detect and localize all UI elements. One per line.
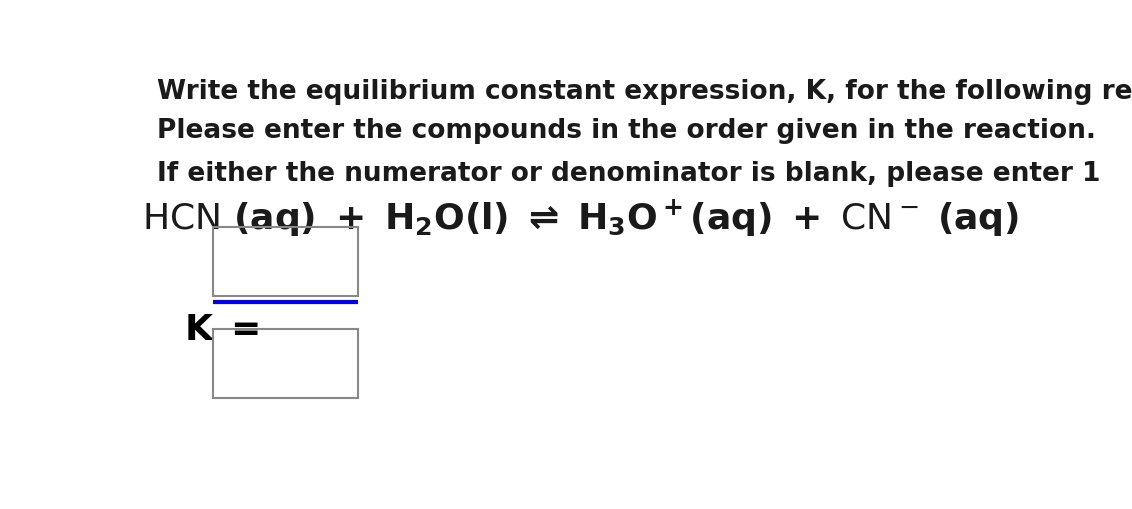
Bar xyxy=(214,228,358,296)
Text: Please enter the compounds in the order given in the reaction.: Please enter the compounds in the order … xyxy=(157,118,1096,144)
Text: If either the numerator or denominator is blank, please enter 1: If either the numerator or denominator i… xyxy=(157,161,1100,187)
Text: $\mathbf{K\ =}$: $\mathbf{K\ =}$ xyxy=(183,313,259,347)
Text: $\mathrm{HCN}$$\mathbf{\ (aq)\ +\ H_2O(l)\ }$$\mathbf{\rightleftharpoons}$$\math: $\mathrm{HCN}$$\mathbf{\ (aq)\ +\ H_2O(l… xyxy=(142,197,1019,239)
Bar xyxy=(214,329,358,398)
Text: Write the equilibrium constant expression, K, for the following reaction.: Write the equilibrium constant expressio… xyxy=(157,79,1132,105)
